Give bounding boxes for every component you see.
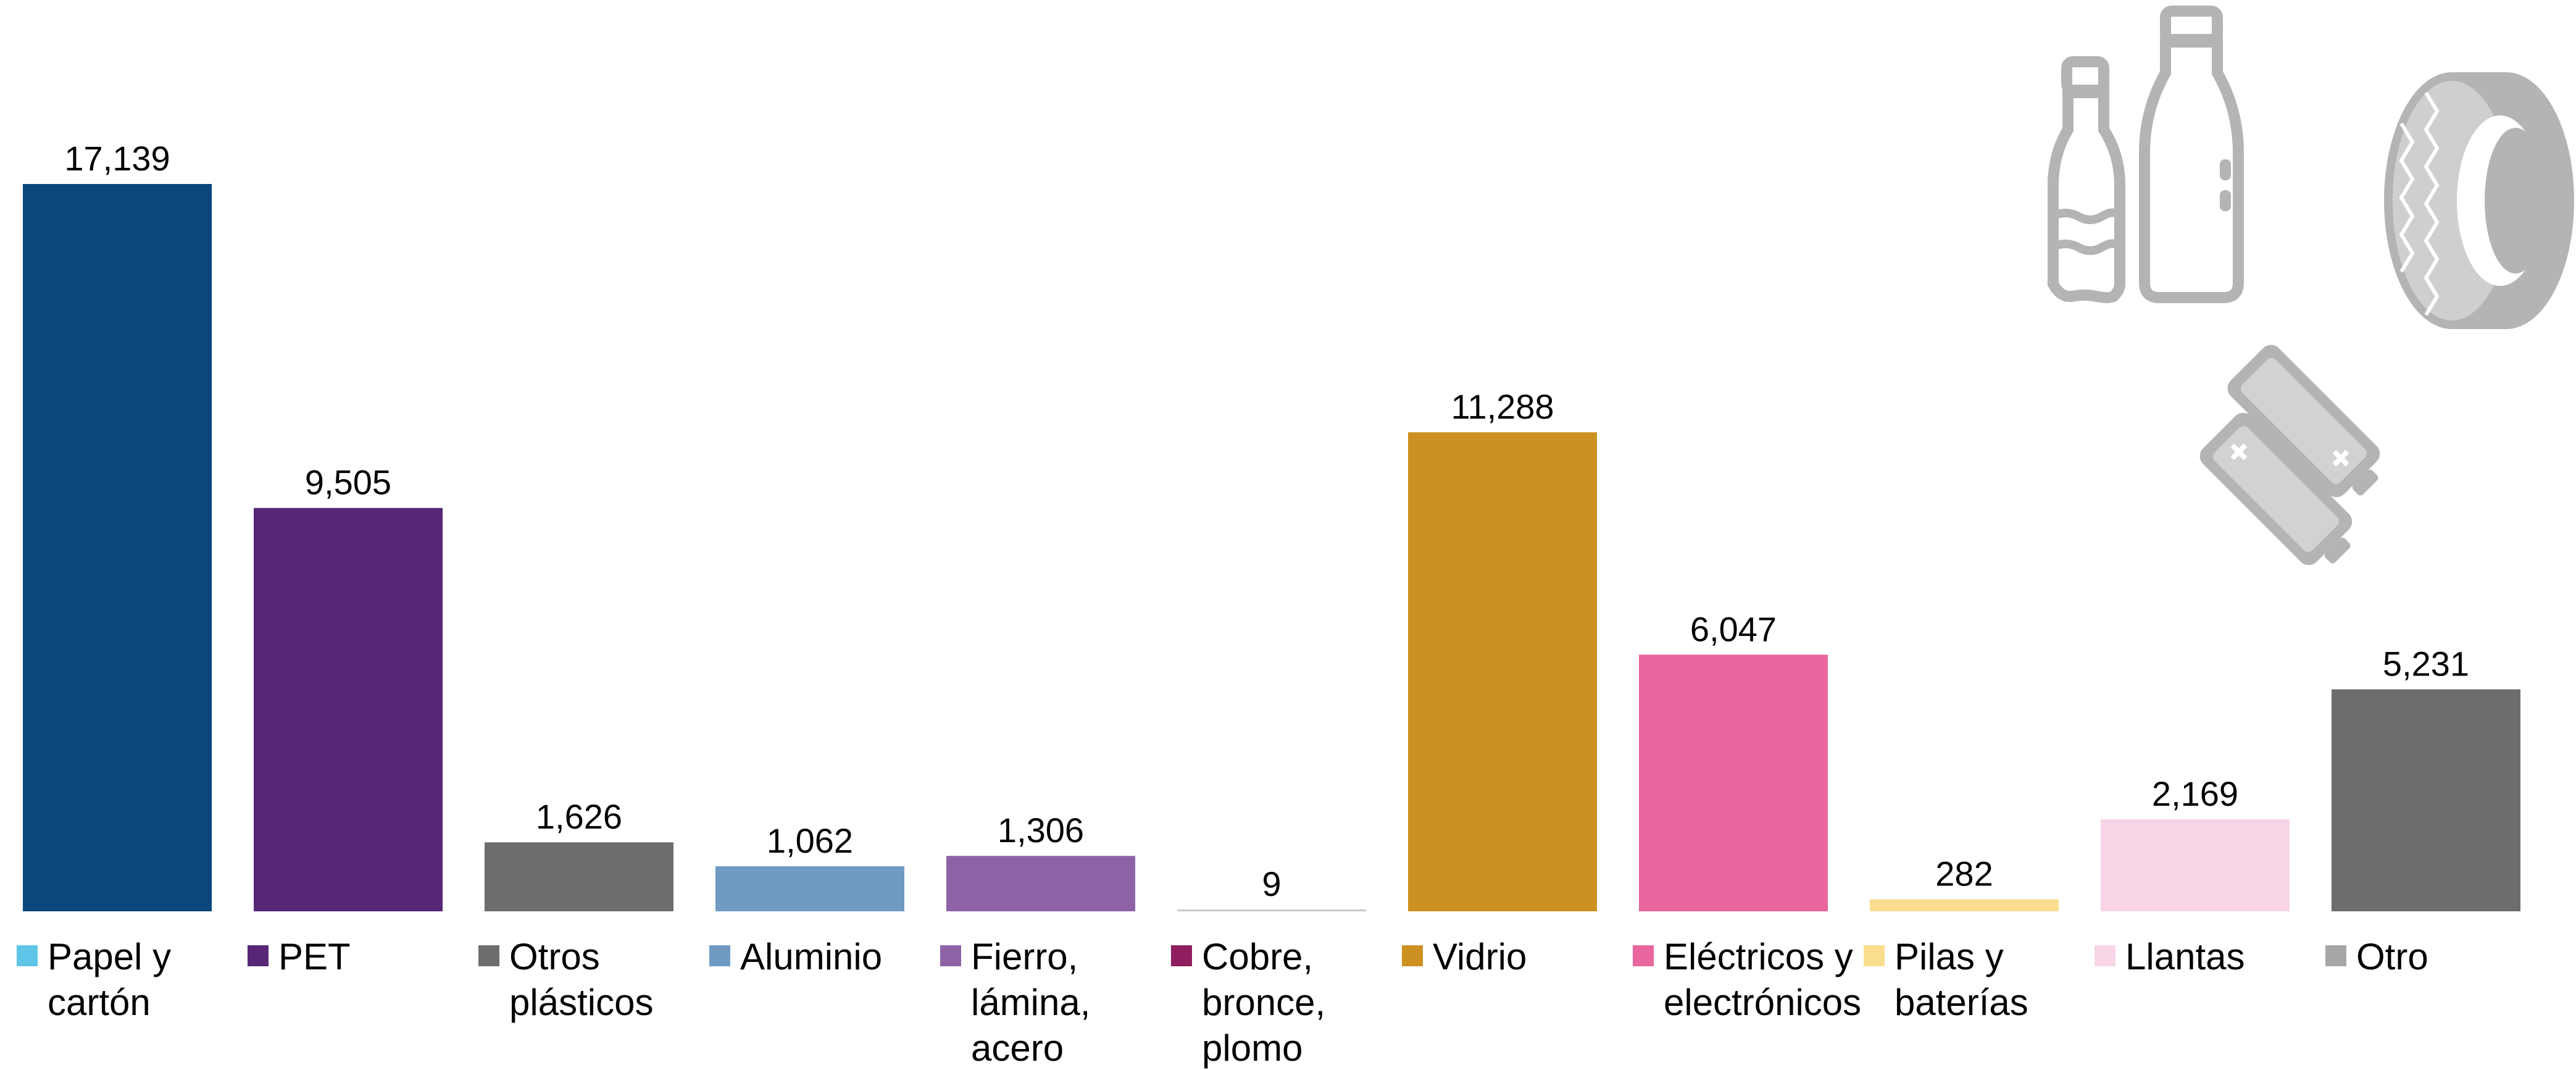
- legend-swatch-5: [1171, 945, 1192, 966]
- bar-0: [23, 184, 212, 911]
- bar-4: [946, 856, 1135, 911]
- legend-item-10: Otro: [2325, 936, 2428, 977]
- legend-item-2: Otros plásticos: [478, 936, 653, 1023]
- bar-1: [254, 508, 443, 911]
- legend: Papel y cartón PET Otros plásticos Aluminio Fi…: [17, 936, 2428, 1069]
- legend-swatch-1: [248, 945, 269, 966]
- batteries-icon: [2199, 345, 2380, 566]
- legend-item-5: Cobre, bronce, plomo: [1171, 936, 1325, 1069]
- value-label-8: 282: [1935, 855, 1993, 893]
- tire-icon: [2384, 72, 2574, 329]
- bar-3: [715, 866, 904, 911]
- legend-item-4: Fierro, lámina, acero: [940, 936, 1090, 1069]
- legend-label-0: Papel y cartón: [48, 936, 171, 1023]
- bar-2: [485, 842, 673, 911]
- legend-item-7: Eléctricos y electrónicos: [1633, 936, 1861, 1023]
- bar-5: [1177, 909, 1366, 911]
- value-label-6: 11,288: [1451, 387, 1554, 426]
- value-label-7: 6,047: [1690, 609, 1777, 648]
- value-label-5: 9: [1262, 864, 1281, 903]
- legend-swatch-10: [2325, 945, 2346, 966]
- value-label-0: 17,139: [64, 139, 170, 178]
- bottles-icon: [2048, 6, 2244, 303]
- legend-swatch-8: [1864, 945, 1885, 966]
- legend-swatch-6: [1402, 945, 1423, 966]
- value-label-9: 2,169: [2152, 774, 2238, 813]
- legend-label-1: PET: [278, 936, 351, 977]
- legend-swatch-4: [940, 945, 961, 966]
- bar-9: [2101, 819, 2290, 911]
- legend-item-9: Llantas: [2095, 936, 2245, 977]
- value-labels-group: 17,139 9,505 1,626 1,062 1,306 9 11,288 6,047 28…: [64, 139, 2469, 903]
- legend-label-7: Eléctricos y electrónicos: [1664, 936, 1861, 1023]
- legend-swatch-9: [2095, 945, 2115, 966]
- value-label-10: 5,231: [2383, 644, 2469, 683]
- legend-label-10: Otro: [2356, 936, 2428, 977]
- value-label-3: 1,062: [767, 821, 853, 860]
- legend-label-3: Aluminio: [740, 936, 882, 977]
- bar-7: [1639, 654, 1828, 911]
- bar-10: [2332, 689, 2520, 911]
- legend-item-8: Pilas y baterías: [1864, 936, 2028, 1023]
- value-label-2: 1,626: [536, 797, 622, 836]
- bars-group: [23, 184, 2520, 911]
- legend-label-8: Pilas y baterías: [1894, 936, 2028, 1023]
- legend-swatch-2: [478, 945, 499, 966]
- value-label-1: 9,505: [305, 463, 391, 502]
- legend-label-6: Vidrio: [1433, 936, 1527, 977]
- legend-label-9: Llantas: [2125, 936, 2245, 977]
- legend-label-4: Fierro, lámina, acero: [971, 936, 1090, 1069]
- bar-6: [1408, 432, 1597, 911]
- value-label-4: 1,306: [998, 811, 1084, 850]
- bar-8: [1870, 899, 2059, 911]
- legend-item-1: PET: [248, 936, 351, 977]
- legend-swatch-3: [709, 945, 730, 966]
- legend-label-5: Cobre, bronce, plomo: [1202, 936, 1325, 1069]
- legend-label-2: Otros plásticos: [509, 936, 653, 1023]
- legend-item-6: Vidrio: [1402, 936, 1527, 977]
- legend-item-0: Papel y cartón: [17, 936, 171, 1023]
- legend-swatch-7: [1633, 945, 1654, 966]
- legend-swatch-0: [17, 945, 38, 966]
- legend-item-3: Aluminio: [709, 936, 882, 977]
